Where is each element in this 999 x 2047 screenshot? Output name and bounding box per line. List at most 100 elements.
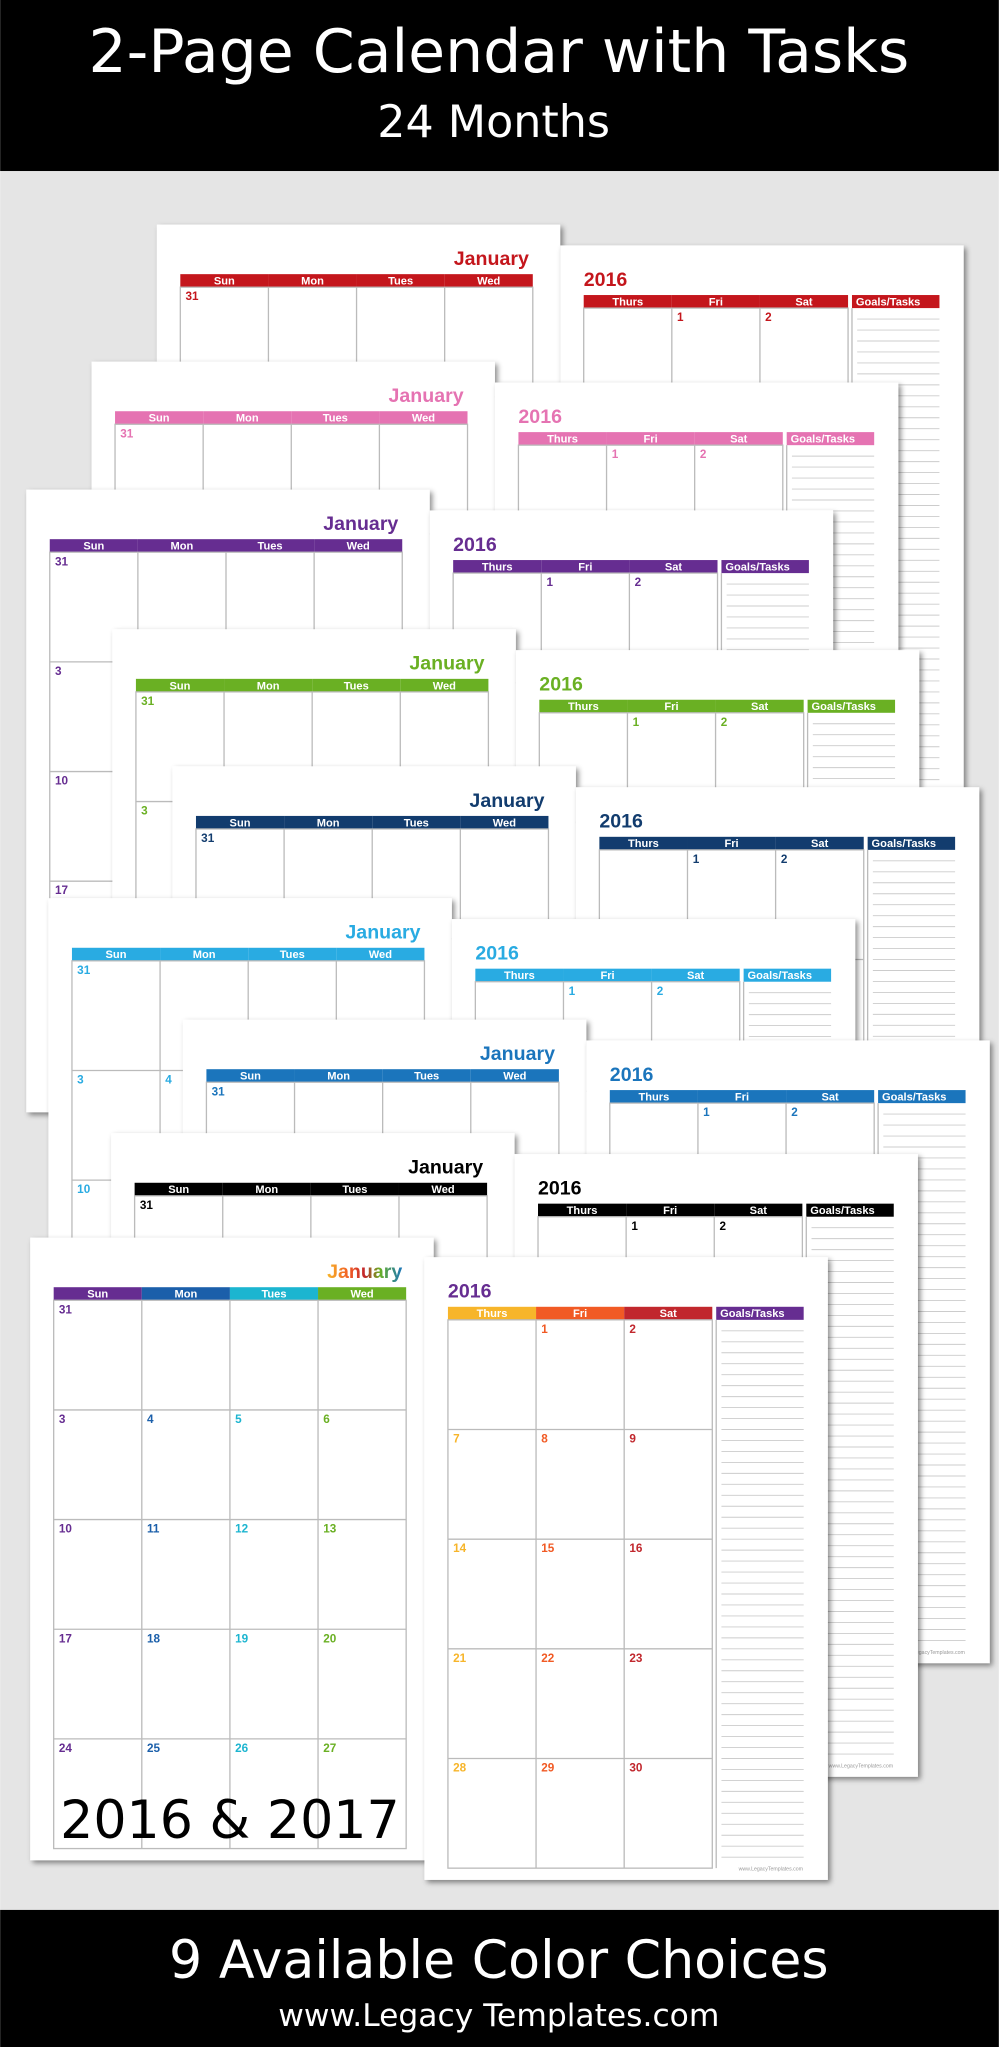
date-number: 10 bbox=[59, 1523, 73, 1536]
year-title: 2016 bbox=[538, 1178, 582, 1200]
year-title: 2016 bbox=[518, 406, 562, 428]
header-title: 2-Page Calendar with Tasks bbox=[88, 17, 909, 87]
day-header-bar bbox=[651, 968, 740, 982]
date-number: 31 bbox=[77, 964, 91, 977]
date-number: 6 bbox=[323, 1413, 330, 1426]
day-header: Wed bbox=[477, 276, 500, 288]
goals-header-bar bbox=[806, 1203, 894, 1217]
goals-header-bar bbox=[867, 836, 956, 850]
day-header-bar bbox=[759, 295, 849, 309]
date-number: 1 bbox=[541, 1323, 548, 1336]
day-header-bar bbox=[599, 836, 688, 850]
date-number: 22 bbox=[541, 1652, 555, 1665]
day-header: Wed bbox=[433, 680, 456, 692]
day-header: Thurs bbox=[547, 434, 578, 446]
date-number: 14 bbox=[453, 1542, 467, 1555]
day-header-bar bbox=[141, 1287, 230, 1301]
day-header: Wed bbox=[431, 1184, 454, 1196]
day-header-bar bbox=[222, 1182, 311, 1196]
date-number: 3 bbox=[59, 1413, 66, 1426]
day-header-bar bbox=[229, 1287, 319, 1301]
month-title: January bbox=[327, 1261, 402, 1283]
day-header-bar bbox=[714, 1203, 803, 1217]
month-title: January bbox=[389, 385, 464, 407]
day-header: Thurs bbox=[628, 838, 659, 850]
day-header-bar bbox=[460, 815, 549, 829]
day-header: Thurs bbox=[482, 561, 513, 573]
date-number: 19 bbox=[235, 1632, 249, 1645]
day-header-bar bbox=[475, 968, 564, 982]
day-header: Mon bbox=[193, 949, 216, 961]
day-header-bar bbox=[203, 411, 292, 425]
month-title: January bbox=[345, 922, 420, 944]
day-header-bar bbox=[694, 432, 783, 446]
date-number: 31 bbox=[55, 555, 69, 568]
date-number: 28 bbox=[453, 1762, 467, 1775]
overlay-years: 2016 & 2017 bbox=[60, 1791, 400, 1851]
date-number: 29 bbox=[541, 1762, 555, 1775]
date-number: 11 bbox=[147, 1523, 160, 1536]
date-number: 23 bbox=[629, 1652, 643, 1665]
day-header-bar bbox=[291, 411, 380, 425]
day-header: Tues bbox=[323, 413, 348, 425]
day-header: Fri bbox=[573, 1308, 587, 1320]
date-number: 15 bbox=[541, 1542, 555, 1555]
date-number: 3 bbox=[77, 1074, 84, 1087]
day-header: Sun bbox=[168, 1184, 189, 1196]
date-number: 31 bbox=[141, 695, 155, 708]
day-header-bar bbox=[268, 274, 357, 288]
day-header-bar bbox=[379, 411, 468, 425]
day-header: Sun bbox=[83, 541, 104, 553]
day-header: Sun bbox=[230, 817, 251, 829]
calendar-stack: JanuarySunMonTuesWed31345610111213171819… bbox=[26, 224, 990, 1880]
date-number: 17 bbox=[59, 1632, 73, 1645]
date-number: 26 bbox=[235, 1742, 249, 1755]
day-header-bar bbox=[715, 699, 804, 713]
year-title: 2016 bbox=[610, 1064, 654, 1086]
goals-header-bar bbox=[786, 432, 875, 446]
day-header: Tues bbox=[388, 276, 413, 288]
day-header-bar bbox=[536, 1306, 625, 1320]
day-header: Sat bbox=[811, 838, 829, 850]
date-number: 1 bbox=[612, 448, 619, 461]
day-header: Tues bbox=[280, 949, 305, 961]
day-header-bar bbox=[248, 947, 337, 961]
year-title: 2016 bbox=[584, 269, 628, 291]
day-header: Fri bbox=[578, 561, 592, 573]
day-header: Fri bbox=[709, 296, 723, 308]
page-sheet bbox=[30, 1237, 434, 1861]
month-title: January bbox=[409, 653, 484, 675]
month-title: January bbox=[480, 1043, 555, 1065]
day-header: Sun bbox=[87, 1289, 108, 1301]
day-header: Mon bbox=[257, 680, 280, 692]
date-number: 1 bbox=[703, 1106, 710, 1119]
day-header: Mon bbox=[174, 1289, 197, 1301]
date-number: 2 bbox=[629, 1323, 636, 1336]
day-header-bar bbox=[372, 815, 461, 829]
month-title: January bbox=[469, 790, 544, 812]
date-number: 10 bbox=[55, 775, 69, 788]
footer-title: 9 Available Color Choices bbox=[169, 1931, 829, 1991]
day-header-bar bbox=[180, 274, 269, 288]
day-header-bar bbox=[312, 678, 401, 692]
date-number: 31 bbox=[201, 832, 215, 845]
day-header-bar bbox=[49, 539, 138, 553]
day-header-bar bbox=[786, 1090, 875, 1104]
date-number: 13 bbox=[323, 1523, 337, 1536]
day-header-bar bbox=[671, 295, 760, 309]
day-header: Tues bbox=[261, 1289, 286, 1301]
date-number: 9 bbox=[629, 1433, 636, 1446]
day-header: Sat bbox=[821, 1092, 839, 1104]
day-header-bar bbox=[382, 1069, 471, 1083]
day-header: Mon bbox=[236, 413, 259, 425]
day-header: Thurs bbox=[568, 701, 599, 713]
day-header: Sat bbox=[751, 701, 769, 713]
day-header: Wed bbox=[412, 413, 435, 425]
goals-header: Goals/Tasks bbox=[872, 838, 936, 850]
goals-header-bar bbox=[716, 1306, 804, 1320]
goals-header-bar bbox=[721, 560, 809, 574]
day-header: Sat bbox=[730, 434, 748, 446]
date-number: 21 bbox=[453, 1652, 467, 1665]
